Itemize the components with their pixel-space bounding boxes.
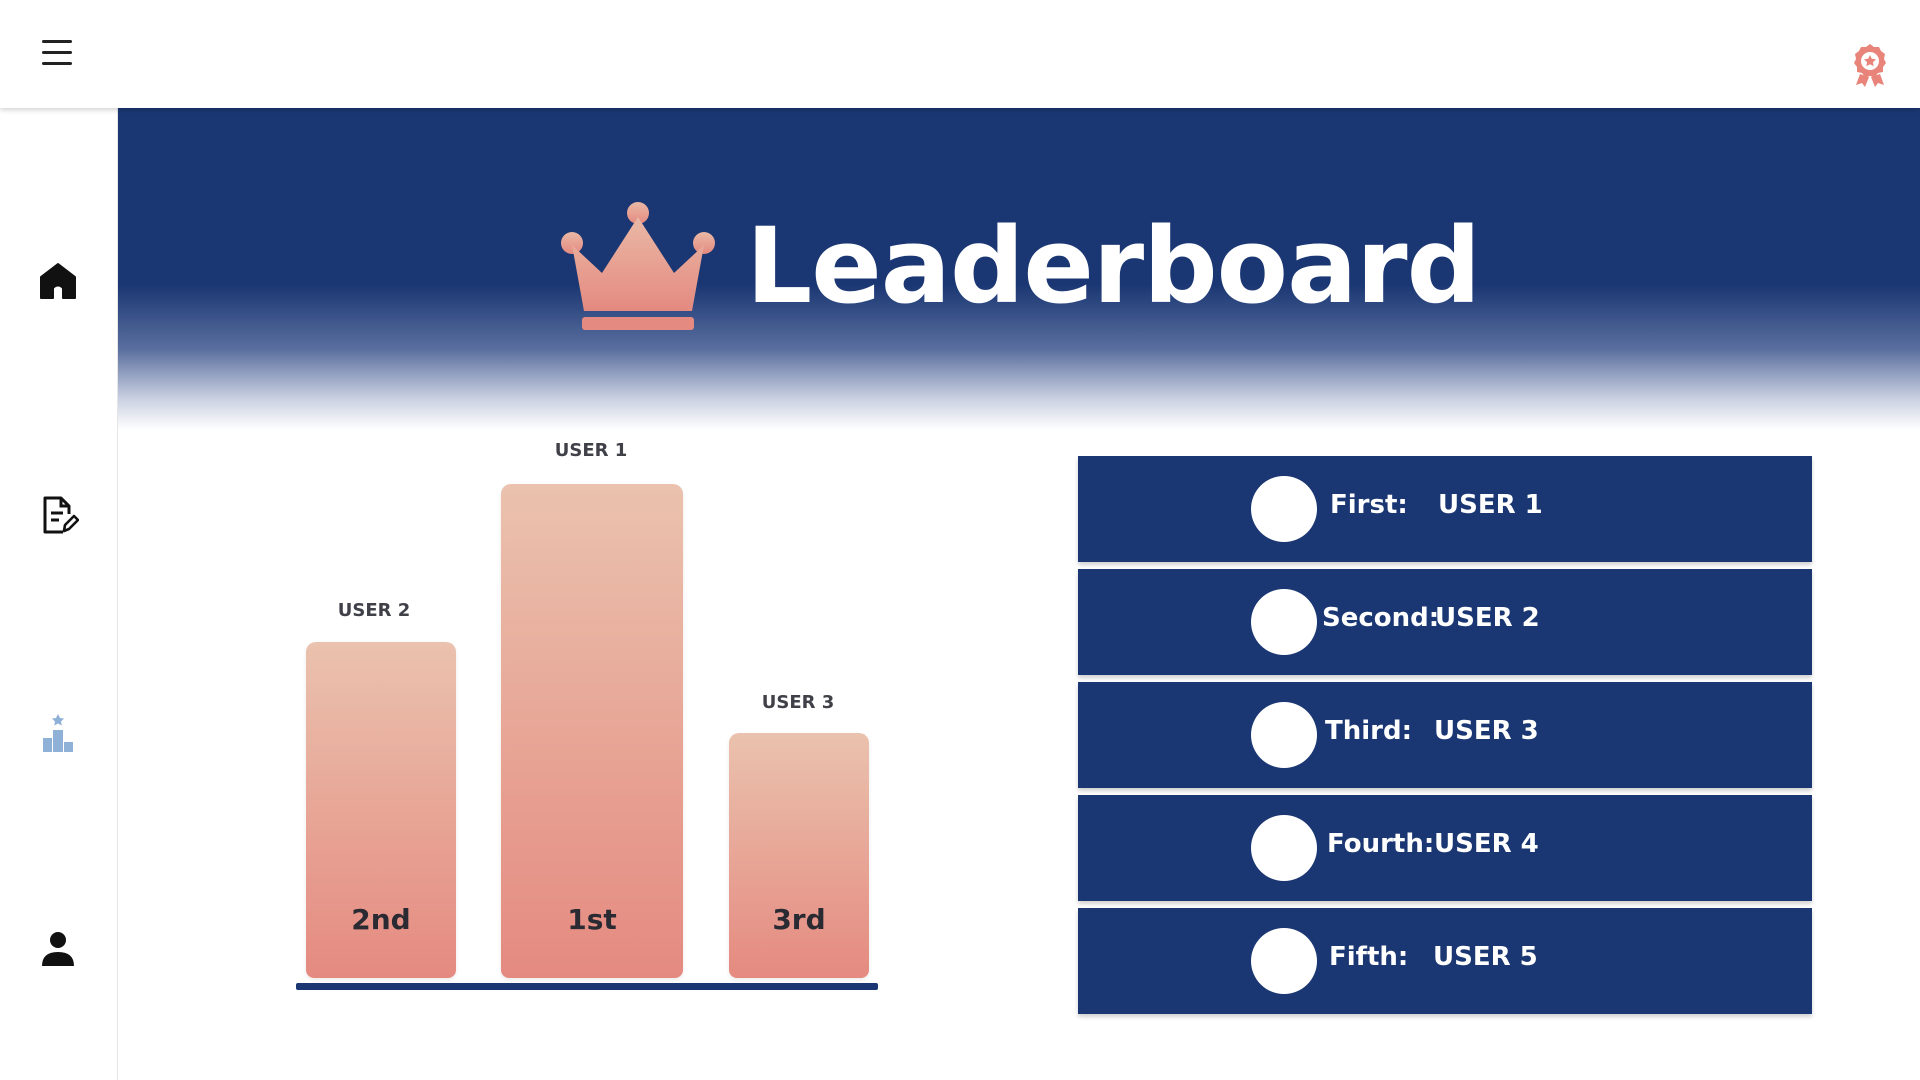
avatar	[1251, 815, 1317, 881]
podium-chart: USER 2 2nd USER 1 1st USER 3 3rd	[296, 440, 880, 1000]
ranking-row-fourth[interactable]: Fourth: USER 4	[1078, 795, 1812, 901]
crown-icon	[560, 202, 715, 330]
rank-label: Third:	[1325, 716, 1412, 746]
podium-user-third: USER 3	[761, 692, 835, 713]
rank-label: Fourth:	[1327, 829, 1435, 859]
hamburger-menu-icon[interactable]	[40, 40, 74, 68]
podium-rank-third: 3rd	[772, 903, 826, 936]
avatar	[1251, 589, 1317, 655]
rank-user: USER 5	[1433, 942, 1538, 972]
podium-bar-second: 2nd	[306, 642, 456, 978]
ranking-row-second[interactable]: Second: USER 2	[1078, 569, 1812, 675]
avatar	[1251, 476, 1317, 542]
leaderboard-banner: Leaderboard	[118, 108, 1920, 430]
user-icon[interactable]	[37, 928, 79, 970]
podium-bar-first: 1st	[501, 484, 683, 978]
home-icon[interactable]	[37, 260, 79, 302]
podium-baseline	[296, 983, 878, 990]
rank-user: USER 4	[1434, 829, 1539, 859]
rank-label: Fifth:	[1329, 942, 1409, 972]
document-edit-icon[interactable]	[37, 494, 80, 536]
podium-rank-second: 2nd	[351, 903, 411, 936]
award-ribbon-icon[interactable]	[1850, 42, 1890, 88]
rank-label: First:	[1330, 490, 1408, 520]
page-title: Leaderboard	[118, 176, 1920, 356]
podium-bar-third: 3rd	[729, 733, 869, 978]
ranking-list: First: USER 1 Second: USER 2 Third: USER…	[1078, 456, 1812, 1021]
sidebar	[0, 108, 118, 1080]
rank-user: USER 3	[1434, 716, 1539, 746]
avatar	[1251, 702, 1317, 768]
leaderboard-heading: Leaderboard	[745, 205, 1481, 327]
podium-rank-first: 1st	[567, 903, 617, 936]
rank-user: USER 2	[1435, 603, 1540, 633]
rank-user: USER 1	[1438, 490, 1543, 520]
podium-user-second: USER 2	[337, 600, 411, 621]
top-bar	[0, 0, 1920, 108]
ranking-row-third[interactable]: Third: USER 3	[1078, 682, 1812, 788]
podium-icon[interactable]	[37, 712, 79, 754]
rank-label: Second:	[1322, 603, 1440, 633]
ranking-row-fifth[interactable]: Fifth: USER 5	[1078, 908, 1812, 1014]
avatar	[1251, 928, 1317, 994]
ranking-row-first[interactable]: First: USER 1	[1078, 456, 1812, 562]
podium-user-first: USER 1	[554, 440, 628, 461]
